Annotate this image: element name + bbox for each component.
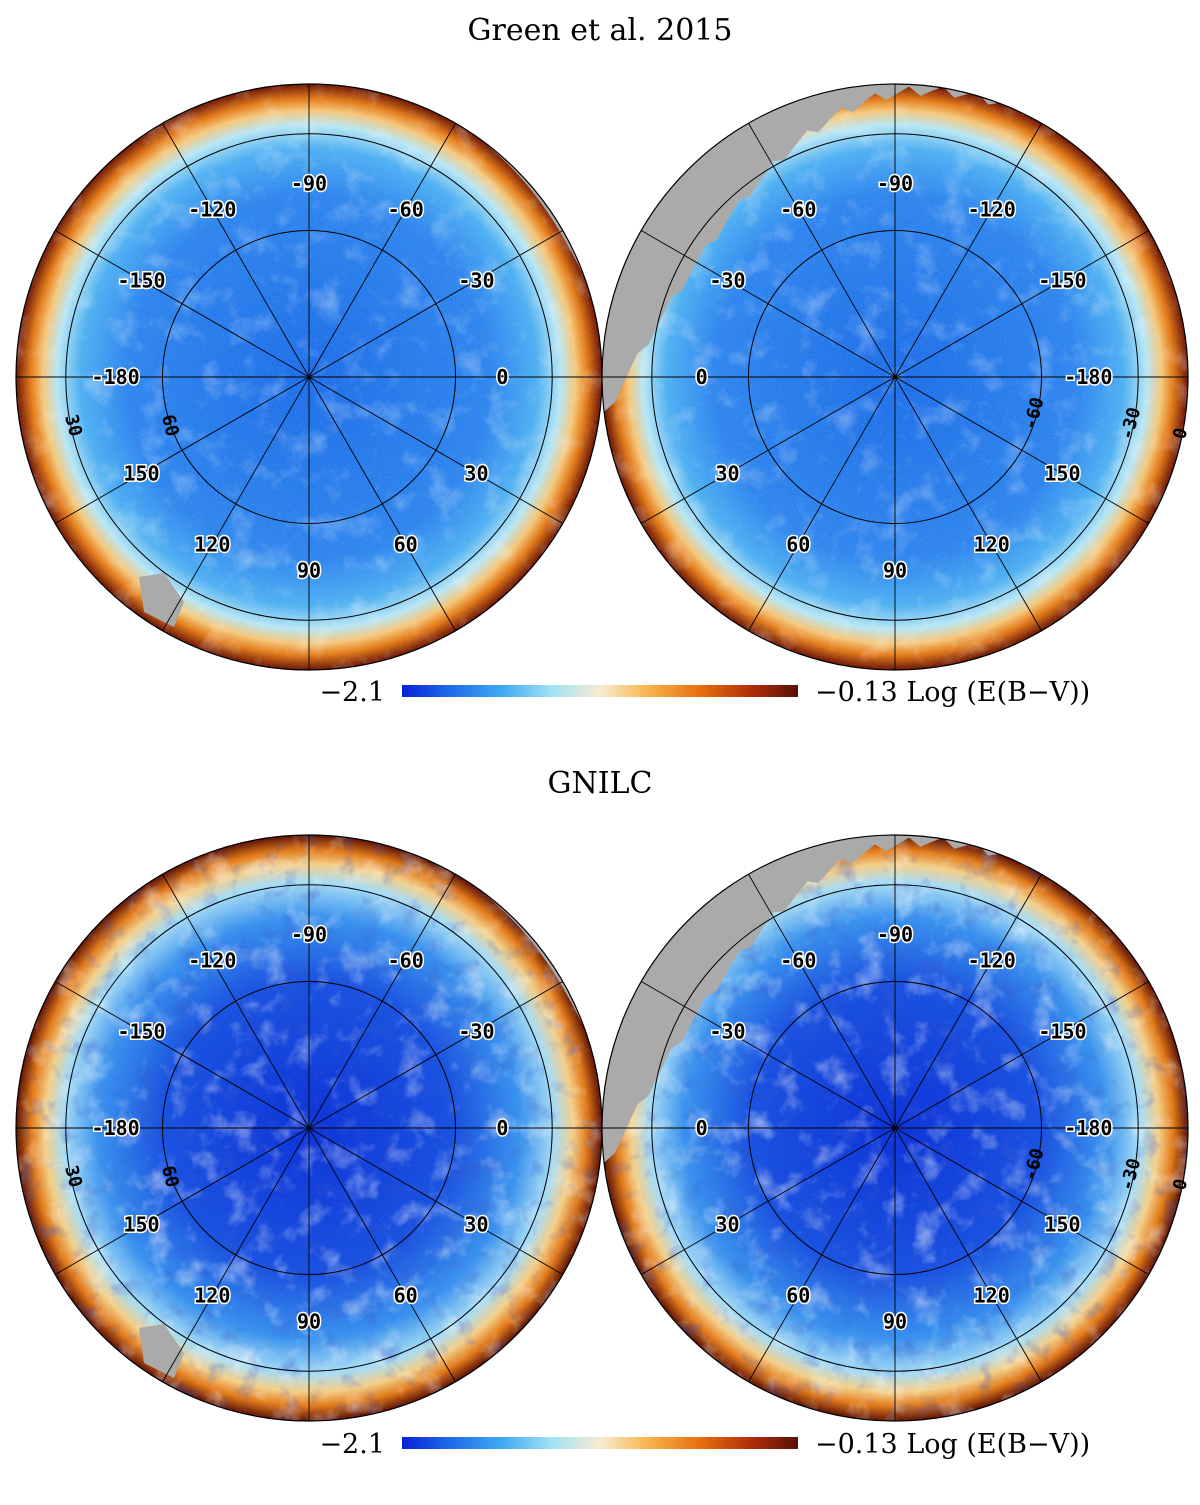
longitude-line xyxy=(162,376,310,631)
longitude-label: -180 xyxy=(92,1116,140,1140)
longitude-label: 60 xyxy=(786,1283,810,1307)
longitude-label: 150 xyxy=(1044,1213,1080,1237)
longitude-line xyxy=(308,981,563,1129)
longitude-label: 90 xyxy=(297,558,321,582)
longitude-label: 30 xyxy=(715,462,739,486)
longitude-line xyxy=(748,1127,896,1382)
colorbar xyxy=(402,1437,798,1449)
longitude-label: -30 xyxy=(458,1019,494,1043)
longitude-label: -30 xyxy=(709,268,745,292)
longitude-label: 60 xyxy=(786,532,810,556)
longitude-label: 90 xyxy=(883,1309,907,1333)
longitude-line xyxy=(55,376,310,524)
longitude-line xyxy=(162,1127,310,1382)
longitude-label: -90 xyxy=(291,172,327,196)
longitude-line xyxy=(748,874,896,1129)
longitude-line xyxy=(308,874,456,1129)
panel-title: GNILC xyxy=(548,766,653,801)
longitude-line xyxy=(894,123,1042,378)
panel-green2015: Green et al. 2015 -180 -150 -120 -90 -60 -30 0 3… xyxy=(15,13,1192,708)
longitude-label: -120 xyxy=(188,198,236,222)
longitude-line xyxy=(894,376,1042,631)
longitude-label: -150 xyxy=(1038,1019,1086,1043)
longitude-label: 60 xyxy=(394,532,418,556)
longitude-label: -180 xyxy=(92,365,140,389)
longitude-line xyxy=(55,1127,310,1275)
longitude-label: 30 xyxy=(464,1213,488,1237)
longitude-line xyxy=(894,874,1042,1129)
colorbar-max-label: −0.13 Log (E(B−V)) xyxy=(815,1429,1090,1460)
longitude-line xyxy=(641,981,896,1129)
longitude-label: -60 xyxy=(780,949,816,973)
longitude-label: 0 xyxy=(496,365,508,389)
colorbar-min-label: −2.1 xyxy=(319,1429,385,1460)
latitude-label: 0 xyxy=(1169,426,1192,442)
longitude-line xyxy=(308,230,563,378)
longitude-line xyxy=(641,1127,896,1275)
longitude-label: 60 xyxy=(394,1283,418,1307)
longitude-label: -150 xyxy=(117,1019,165,1043)
longitude-line xyxy=(894,230,1149,378)
longitude-line xyxy=(748,123,896,378)
longitude-label: -120 xyxy=(188,949,236,973)
longitude-label: 120 xyxy=(974,1283,1010,1307)
longitude-line xyxy=(641,376,896,524)
longitude-line xyxy=(308,1127,563,1275)
longitude-label: -180 xyxy=(1064,365,1112,389)
panel-title: Green et al. 2015 xyxy=(468,13,733,48)
longitude-line xyxy=(162,123,310,378)
longitude-line xyxy=(308,376,563,524)
longitude-line xyxy=(894,1127,1149,1275)
longitude-line xyxy=(162,874,310,1129)
longitude-label: -60 xyxy=(388,949,424,973)
colorbar xyxy=(402,685,798,697)
longitude-label: -90 xyxy=(291,923,327,947)
longitude-label: 120 xyxy=(194,1283,230,1307)
longitude-line xyxy=(748,376,896,631)
longitude-label: -180 xyxy=(1064,1116,1112,1140)
colorbar-min-label: −2.1 xyxy=(319,677,385,708)
longitude-label: -120 xyxy=(968,198,1016,222)
longitude-label: -30 xyxy=(458,268,494,292)
latitude-label: 0 xyxy=(1169,1177,1192,1193)
longitude-line xyxy=(894,376,1149,524)
longitude-label: -30 xyxy=(709,1019,745,1043)
longitude-label: 30 xyxy=(464,462,488,486)
longitude-label: 0 xyxy=(696,365,708,389)
longitude-line xyxy=(308,1127,456,1382)
longitude-label: 90 xyxy=(297,1309,321,1333)
longitude-label: -60 xyxy=(388,198,424,222)
longitude-label: 150 xyxy=(123,462,159,486)
longitude-label: -150 xyxy=(117,268,165,292)
longitude-line xyxy=(55,230,310,378)
longitude-label: -90 xyxy=(877,923,913,947)
longitude-label: 90 xyxy=(883,558,907,582)
longitude-label: -60 xyxy=(780,198,816,222)
longitude-label: 0 xyxy=(696,1116,708,1140)
longitude-label: 120 xyxy=(974,532,1010,556)
longitude-label: 120 xyxy=(194,532,230,556)
longitude-line xyxy=(308,376,456,631)
longitude-label: -150 xyxy=(1038,268,1086,292)
longitude-label: 30 xyxy=(715,1213,739,1237)
longitude-line xyxy=(641,230,896,378)
longitude-line xyxy=(308,123,456,378)
panel-gnilc: GNILC -180 -150 -120 -90 -60 -30 0 30 60 90 120 150 6… xyxy=(15,766,1192,1460)
longitude-line xyxy=(55,981,310,1129)
colorbar-max-label: −0.13 Log (E(B−V)) xyxy=(815,677,1090,708)
longitude-label: 0 xyxy=(496,1116,508,1140)
longitude-label: -120 xyxy=(968,949,1016,973)
longitude-line xyxy=(894,981,1149,1129)
longitude-label: -90 xyxy=(877,172,913,196)
longitude-label: 150 xyxy=(123,1213,159,1237)
longitude-label: 150 xyxy=(1044,462,1080,486)
longitude-line xyxy=(894,1127,1042,1382)
